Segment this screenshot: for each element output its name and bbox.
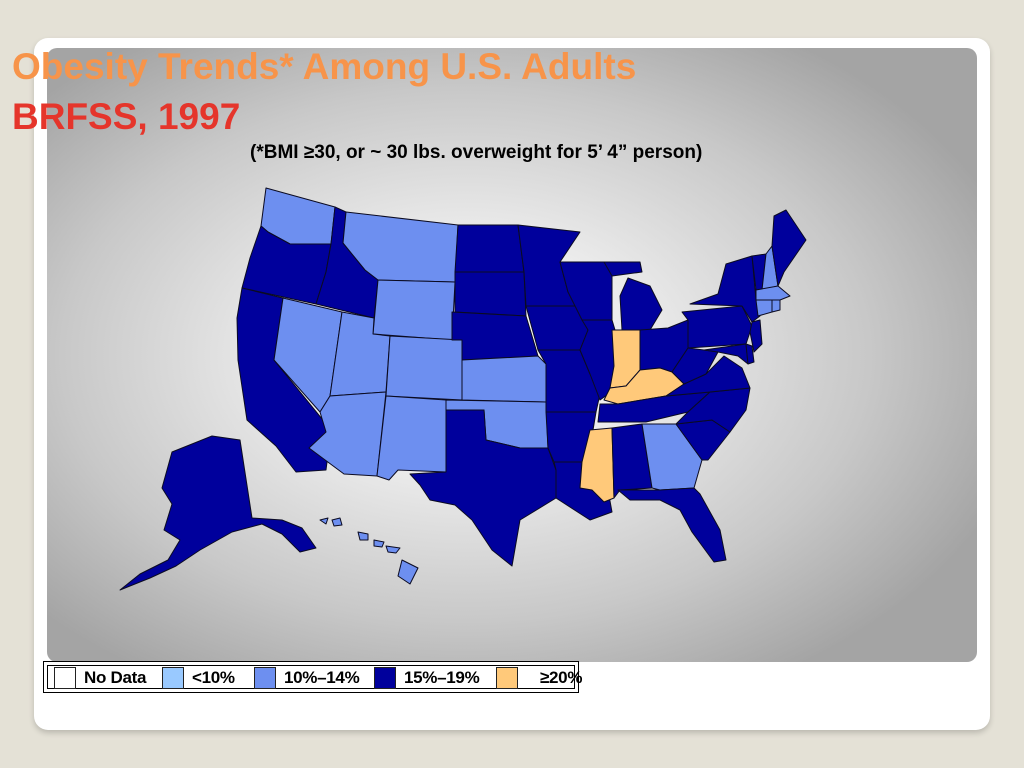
state-RI: [771, 299, 781, 313]
legend-swatch-10-14: [254, 667, 276, 689]
state-ND: [454, 224, 525, 273]
legend-swatch-no-data: [54, 667, 76, 689]
legend-label-no-data: No Data: [84, 668, 147, 687]
state-VA: [665, 355, 751, 397]
legend-item-no-data: No Data: [54, 666, 146, 690]
legend-label-15-19: 15%–19%: [404, 668, 480, 687]
title-line1: Obesity Trends* Among U.S. Adults: [12, 46, 637, 87]
state-AL: [611, 423, 653, 499]
legend-item-10-14: 10%–14%: [254, 666, 360, 690]
map-subtitle: (*BMI ≥30, or ~ 30 lbs. overweight for 5…: [250, 142, 703, 163]
state-ME: [771, 209, 807, 287]
state-DE: [745, 343, 755, 365]
state-NJ: [749, 319, 763, 353]
state-SD: [454, 271, 527, 317]
state-WY: [372, 279, 456, 341]
state-FL: [617, 487, 727, 563]
legend-label-ge20: ≥20%: [540, 668, 583, 687]
state-MA: [755, 285, 791, 301]
state-PA: [681, 305, 753, 349]
legend-swatch-lt10: [162, 667, 184, 689]
legend-swatch-ge20: [496, 667, 518, 689]
title-line2: BRFSS, 1997: [12, 96, 241, 137]
state-MD: [703, 343, 749, 365]
state-IL: [579, 319, 619, 401]
legend-frame: No Data <10% 10%–14% 15%–19% ≥20%: [47, 665, 582, 690]
legend-item-lt10: <10%: [162, 666, 235, 690]
state-AK: [119, 435, 317, 591]
map-legend: No Data <10% 10%–14% 15%–19% ≥20%: [43, 661, 582, 693]
legend-label-lt10: <10%: [192, 668, 235, 687]
legend-swatch-15-19: [374, 667, 396, 689]
state-TX: [409, 409, 557, 567]
legend-item-ge20: ≥20%: [496, 666, 582, 690]
state-NE: [451, 311, 539, 361]
state-HI: [319, 517, 419, 585]
state-CT: [755, 299, 773, 317]
legend-label-10-14: 10%–14%: [284, 668, 360, 687]
state-KS: [461, 355, 547, 403]
state-CO: [385, 335, 463, 401]
legend-item-15-19: 15%–19%: [374, 666, 480, 690]
state-NM: [376, 395, 447, 481]
